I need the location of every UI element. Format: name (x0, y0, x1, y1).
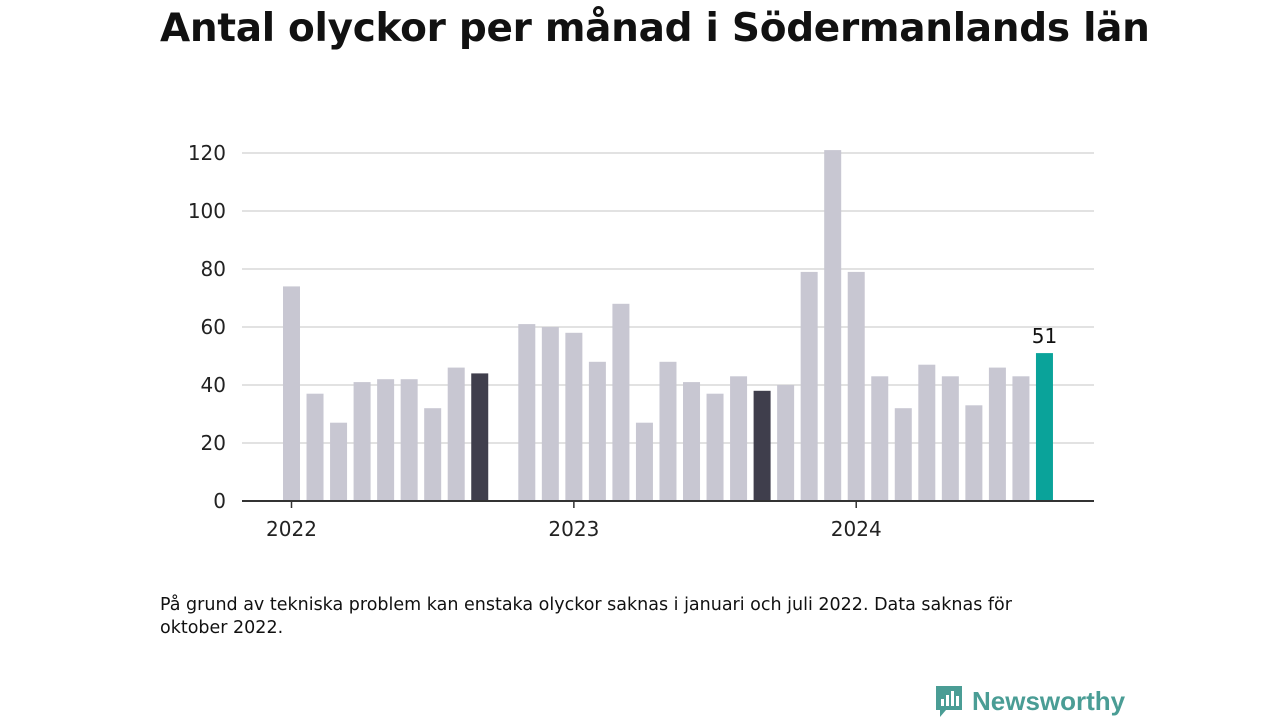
bar-2024-02 (871, 376, 889, 501)
bar-2023-01 (565, 332, 583, 501)
bar-2024-04 (918, 364, 936, 501)
bar-2023-05 (659, 361, 677, 501)
bar-2024-05 (941, 376, 959, 501)
bar-2022-09 (471, 373, 489, 501)
y-tick-label: 40 (201, 373, 226, 397)
bar-2022-11 (518, 324, 536, 501)
bar-2023-02 (588, 361, 606, 501)
bar-2023-12 (824, 150, 842, 501)
y-tick-label: 100 (188, 199, 226, 223)
x-tick-label: 2024 (831, 517, 882, 541)
bar-2024-06 (965, 405, 983, 501)
bar-2022-04 (353, 382, 371, 501)
bar-2024-07 (988, 367, 1006, 501)
bar-2022-01 (283, 286, 300, 501)
bar-2022-05 (377, 379, 395, 501)
brand-logo: Newsworthy (934, 684, 1125, 718)
bar-2022-02 (306, 393, 324, 501)
newsworthy-icon (936, 686, 962, 717)
bar-2023-09 (753, 390, 771, 501)
bar-2022-12 (541, 327, 559, 501)
y-tick-label: 120 (188, 141, 226, 165)
bar-2023-08 (730, 376, 748, 501)
x-tick-label: 2022 (266, 517, 317, 541)
bar-2022-06 (400, 379, 418, 501)
y-tick-label: 20 (201, 431, 226, 455)
bar-2023-07 (706, 393, 724, 501)
bar-2024-03 (894, 408, 912, 501)
bar-2022-03 (330, 422, 348, 501)
y-tick-label: 60 (201, 315, 226, 339)
bar-2023-06 (683, 382, 701, 501)
bar-2024-01 (847, 271, 865, 501)
bar-2022-08 (447, 367, 465, 501)
bar-2023-11 (800, 271, 818, 501)
y-tick-label: 80 (201, 257, 226, 281)
bar-2023-03 (612, 303, 630, 501)
bar-2023-04 (635, 422, 653, 501)
footnote: På grund av tekniska problem kan enstaka… (160, 595, 1012, 638)
x-tick-label: 2023 (548, 517, 599, 541)
bar-2024-09 (1035, 353, 1053, 501)
bar-2022-07 (424, 408, 442, 501)
bar-2023-10 (777, 385, 795, 501)
brand-name: Newsworthy (972, 685, 1126, 716)
y-tick-label: 0 (213, 489, 226, 513)
bar-2024-08 (1012, 376, 1030, 501)
data-label: 51 (1032, 324, 1057, 348)
chart-title: Antal olyckor per månad i Södermanlands … (160, 6, 1150, 51)
